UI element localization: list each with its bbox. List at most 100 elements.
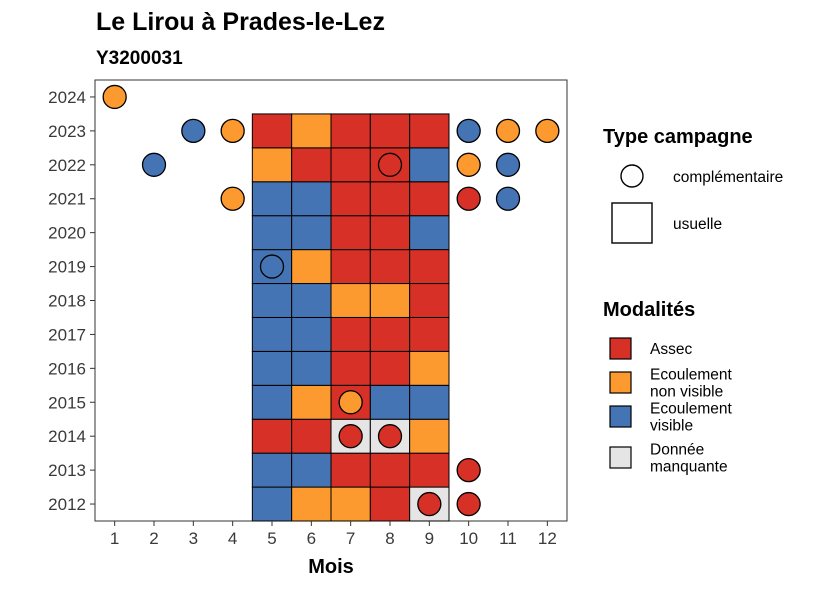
point-2022-2 [141,152,167,177]
legend-square-symbol [611,202,653,244]
point-2021-11 [495,186,521,211]
x-tick-label-4: 4 [228,529,237,548]
legend-swatch-ecoulement-visible [609,405,632,428]
legend-label-ecoulement-non-visible-line2: non visible [650,384,723,401]
cell-2021-5 [251,181,293,217]
point-2021-10 [456,186,481,211]
y-tick-label-2021: 2021 [48,190,86,209]
complementaire-points [102,84,560,517]
point-2022-8 [377,152,403,177]
legend-swatch-ecoulement-non-visible [609,371,632,394]
x-tick-label-5: 5 [267,529,276,548]
y-tick-label-2016: 2016 [48,359,86,378]
cell-2014-6 [291,418,332,454]
cell-2020-7 [330,215,371,251]
cell-2022-7 [330,147,371,183]
cell-2015-6 [291,384,332,420]
legend-type-title: Type campagne [603,126,753,148]
point-2012-10 [456,491,481,517]
chart-title: Le Lirou à Prades-le-Lez [96,8,385,36]
x-tick-label-2: 2 [149,529,158,548]
y-axis: 2012 2013 2014 2015 2016 2017 2018 2019 2020 2021… [48,88,95,514]
cell-2013-9 [409,452,450,488]
cell-2022-9 [409,147,450,183]
x-axis: 1 2 3 4 5 6 7 8 9 10 11 12 [110,521,557,548]
cell-2017-5 [251,316,293,352]
point-2015-7 [338,390,363,415]
cell-2022-6 [291,147,332,183]
y-tick-label-2018: 2018 [48,292,86,311]
cell-2017-7 [330,316,371,352]
y-tick-label-2020: 2020 [48,224,86,243]
legend-label-ecoulement-non-visible-line1: Ecoulement [650,367,733,384]
point-2013-10 [456,457,481,483]
legend-label-donnee-manquante-line2: manquante [650,459,728,476]
y-tick-label-2022: 2022 [48,156,86,175]
cell-2023-9 [409,113,450,149]
cell-2014-9 [409,418,450,454]
y-tick-label-2019: 2019 [48,258,86,277]
cell-2018-8 [369,283,411,318]
cell-2018-5 [251,283,293,318]
cell-2023-8 [369,113,411,149]
legend-modalites-title: Modalités [603,299,695,321]
cell-2021-6 [291,181,332,217]
y-tick-label-2023: 2023 [48,122,86,141]
cell-2021-9 [409,181,450,217]
x-tick-label-1: 1 [110,529,119,548]
y-tick-label-2014: 2014 [48,427,86,446]
x-tick-label-6: 6 [307,529,316,548]
cell-2013-6 [291,452,332,488]
cell-2019-6 [291,249,332,285]
point-2014-8 [377,424,403,449]
y-tick-label-2024: 2024 [48,88,86,107]
legend-label-ecoulement-visible-line2: visible [650,418,693,435]
cell-2021-8 [369,181,411,217]
cell-2017-6 [291,316,332,352]
y-tick-label-2015: 2015 [48,393,86,412]
x-tick-label-11: 11 [499,529,517,548]
cell-2013-5 [251,452,293,488]
point-2012-9 [417,491,442,517]
x-tick-label-8: 8 [385,529,394,548]
cell-2015-9 [409,384,450,420]
y-tick-label-2013: 2013 [48,461,86,480]
cell-2021-7 [330,181,371,217]
x-tick-label-10: 10 [459,529,478,548]
cell-2016-8 [369,350,411,386]
cell-2012-8 [369,486,411,522]
cell-2022-5 [251,147,293,183]
cell-2023-7 [330,113,371,149]
point-2021-4 [220,186,245,211]
cell-2013-8 [369,452,411,488]
point-2023-3 [181,118,206,144]
cell-2012-6 [291,486,332,522]
legend-circle-symbol [620,164,644,188]
cell-2019-7 [330,249,371,285]
cell-2017-9 [409,316,450,352]
point-2023-11 [495,118,521,144]
cell-2015-8 [369,384,411,420]
x-tick-label-9: 9 [425,529,434,548]
cell-2019-9 [409,249,450,285]
legend-label-assec-line1: Assec [650,341,692,358]
point-2022-11 [495,152,521,177]
legend-type-usuelle: usuelle [673,216,722,233]
legend-type: Type campagne complémentaire usuelle [603,126,783,244]
cell-2013-7 [330,452,371,488]
cell-2016-5 [251,350,293,386]
x-axis-title: Mois [308,556,354,578]
cell-2018-6 [291,283,332,318]
x-tick-label-7: 7 [346,529,355,548]
cell-2020-5 [251,215,293,251]
cell-2020-6 [291,215,332,251]
chart-subtitle: Y3200031 [96,48,183,69]
cell-2020-8 [369,215,411,251]
cell-2019-8 [369,249,411,285]
cell-2016-6 [291,350,332,386]
legend-swatch-assec [609,337,632,360]
point-2023-4 [220,118,245,144]
cell-2016-7 [330,350,371,386]
